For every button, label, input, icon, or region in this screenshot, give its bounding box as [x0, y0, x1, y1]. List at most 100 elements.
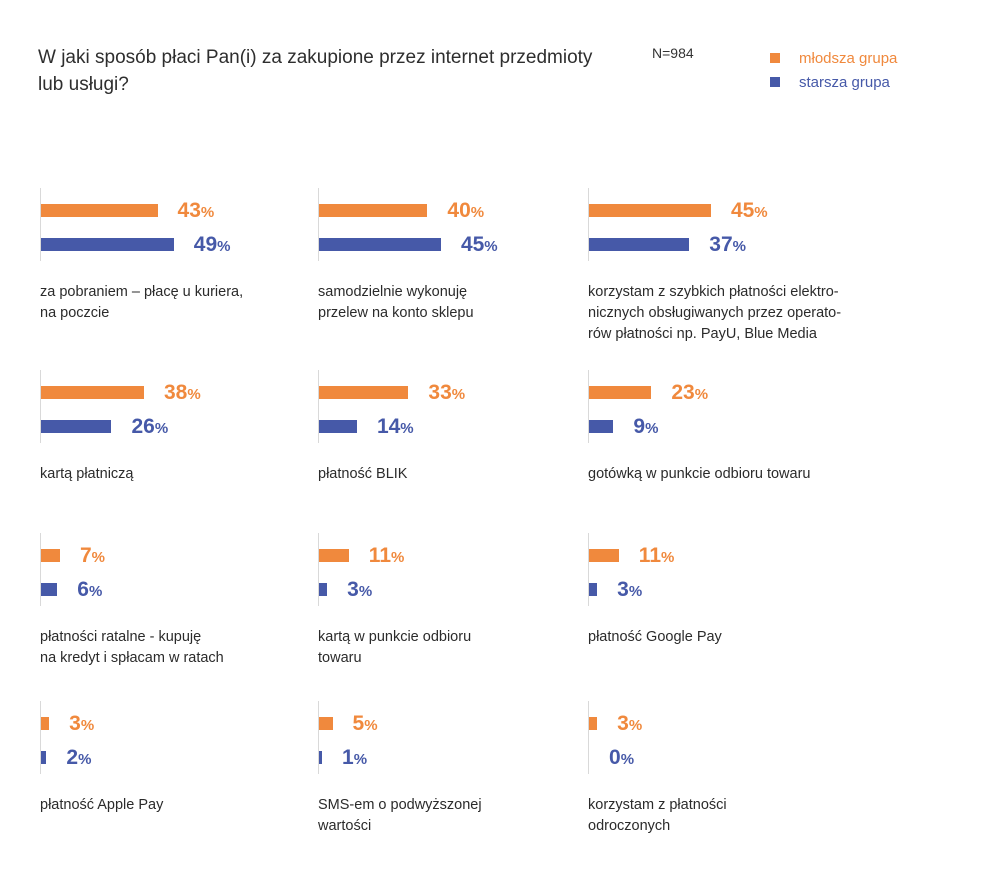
value-unit: % [91, 549, 105, 566]
bar-old [319, 583, 328, 596]
value-number: 40 [447, 199, 471, 222]
value-number: 0 [609, 746, 621, 769]
value-label-young: 43% [178, 199, 215, 225]
legend-item-old: starsza grupa [770, 70, 897, 94]
value-label-young: 33% [428, 381, 465, 407]
bar-old [319, 420, 357, 433]
category-panel: 5% 1% SMS-em o podwyższonej wartości [318, 701, 608, 851]
value-label-young: 38% [164, 381, 201, 407]
value-unit: % [645, 420, 659, 437]
category-label: korzystam z szybkich płatności elektro- … [588, 284, 842, 342]
value-number: 1 [342, 746, 354, 769]
value-label-young: 23% [671, 381, 708, 407]
value-unit: % [694, 386, 709, 403]
value-label-old: 14% [377, 415, 414, 441]
legend-label-old: starsza grupa [799, 73, 890, 91]
value-number: 3 [347, 578, 359, 601]
value-label-old: 6% [77, 578, 102, 604]
bar-young [41, 386, 144, 399]
bar-old [589, 420, 614, 433]
value-number: 26 [131, 415, 155, 438]
bar-young [41, 549, 60, 562]
value-label-old: 3% [347, 578, 372, 604]
category-panel: 33% 14% płatność BLIK [318, 370, 608, 520]
bar-old [41, 583, 58, 596]
bar-young [41, 717, 50, 730]
category-panel: 11% 3% kartą w punkcie odbioru towaru [318, 533, 608, 683]
value-label-old: 49% [194, 233, 231, 259]
bar-old [589, 583, 598, 596]
panel-axis [40, 701, 41, 774]
value-unit: % [80, 717, 95, 734]
panel-axis [318, 533, 319, 606]
value-number: 11 [368, 544, 391, 567]
panel-axis [588, 370, 589, 443]
value-label-old: 26% [131, 415, 168, 441]
bar-old [41, 420, 112, 433]
bar-young [319, 717, 333, 730]
category-label: gotówką w punkcie odbioru towaru [588, 466, 811, 482]
value-number: 43 [177, 199, 201, 222]
panel-axis [40, 533, 41, 606]
category-label: płatność Google Pay [588, 629, 722, 645]
category-panel: 23% 9% gotówką w punkcie odbioru towaru [588, 370, 878, 520]
value-label-old: 45% [461, 233, 498, 259]
category-panel: 3% 0% korzystam z płatności odroczonych [588, 701, 878, 851]
legend-label-young: młodsza grupa [799, 49, 898, 67]
value-unit: % [400, 420, 414, 437]
category-label: płatności ratalne - kupuję na kredyt i s… [40, 629, 224, 666]
bar-young [41, 204, 158, 217]
category-label: za pobraniem – płacę u kuriera, na poczc… [40, 284, 244, 321]
value-number: 38 [163, 381, 188, 404]
value-unit: % [217, 238, 231, 255]
panel-axis [318, 701, 319, 774]
value-label-young: 5% [353, 712, 378, 738]
bar-young [589, 549, 619, 562]
category-panel: 7% 6% płatności ratalne - kupuję na kredyt… [40, 533, 330, 683]
value-label-young: 45% [731, 199, 768, 225]
value-unit: % [628, 717, 643, 734]
value-unit: % [732, 238, 746, 255]
panel-axis [318, 370, 319, 443]
value-unit: % [187, 386, 201, 403]
panel-axis [318, 188, 319, 261]
value-label-old: 1% [342, 746, 367, 772]
value-unit: % [78, 751, 92, 768]
value-number: 33 [428, 381, 452, 404]
value-number: 9 [633, 415, 646, 438]
bar-old [319, 751, 322, 764]
value-number: 3 [617, 578, 629, 601]
value-number: 14 [376, 415, 401, 438]
bar-old [41, 238, 174, 251]
bar-young [589, 386, 652, 399]
value-number: 3 [617, 712, 629, 735]
value-unit: % [200, 204, 215, 221]
bar-young [319, 386, 409, 399]
value-number: 37 [709, 233, 733, 256]
panel-axis [40, 188, 41, 261]
legend-swatch-old [770, 77, 780, 87]
value-label-young: 11% [369, 544, 405, 570]
category-panel: 3% 2% płatność Apple Pay [40, 701, 330, 851]
value-label-young: 40% [447, 199, 484, 225]
value-number: 3 [69, 712, 81, 735]
value-number: 45 [730, 199, 755, 222]
bar-old [589, 238, 690, 251]
value-unit: % [661, 549, 675, 566]
value-unit: % [628, 583, 643, 600]
panel-axis [588, 188, 589, 261]
legend: młodsza grupa starsza grupa [770, 46, 897, 94]
value-unit: % [88, 583, 103, 600]
category-panel: 45% 37% korzystam z szybkich płatności ele… [588, 188, 878, 342]
legend-swatch-young [770, 53, 780, 63]
value-label-young: 11% [639, 544, 675, 570]
legend-item-young: młodsza grupa [770, 46, 897, 70]
category-panel: 43% 49% za pobraniem – płacę u kuriera, na… [40, 188, 330, 338]
bar-young [589, 204, 711, 217]
value-number: 49 [193, 233, 218, 256]
category-panel: 38% 26% kartą płatniczą [40, 370, 330, 520]
value-unit: % [470, 204, 485, 221]
value-label-old: 37% [709, 233, 746, 259]
category-label: płatność BLIK [318, 466, 408, 482]
value-number: 7 [79, 544, 92, 567]
